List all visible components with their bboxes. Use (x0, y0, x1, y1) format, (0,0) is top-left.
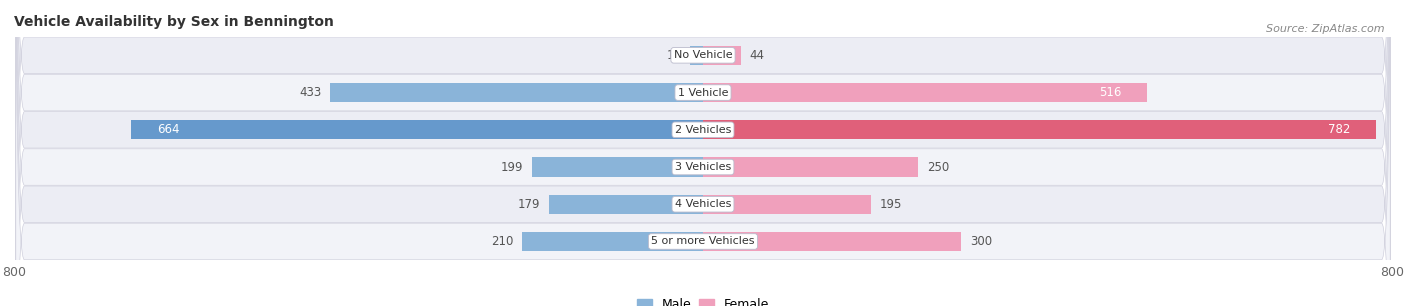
Text: 3 Vehicles: 3 Vehicles (675, 162, 731, 172)
FancyBboxPatch shape (15, 0, 1391, 306)
Text: 782: 782 (1329, 123, 1351, 136)
Text: 15: 15 (666, 49, 682, 62)
Text: 250: 250 (927, 161, 949, 174)
FancyBboxPatch shape (15, 0, 1391, 306)
Text: 210: 210 (491, 235, 513, 248)
Bar (522, 232, 703, 251)
Text: 2 Vehicles: 2 Vehicles (675, 125, 731, 135)
Text: 195: 195 (880, 198, 901, 211)
FancyBboxPatch shape (15, 0, 1391, 306)
Text: 179: 179 (517, 198, 540, 211)
Bar (131, 120, 703, 140)
Bar (330, 83, 703, 102)
FancyBboxPatch shape (15, 0, 1391, 306)
Bar (703, 46, 741, 65)
Text: 664: 664 (157, 123, 180, 136)
FancyBboxPatch shape (15, 0, 1391, 306)
Bar (703, 232, 962, 251)
Legend: Male, Female: Male, Female (631, 293, 775, 306)
Text: 300: 300 (970, 235, 993, 248)
Bar (703, 195, 870, 214)
FancyBboxPatch shape (15, 0, 1391, 306)
Text: No Vehicle: No Vehicle (673, 50, 733, 60)
Text: 433: 433 (299, 86, 322, 99)
Text: 5 or more Vehicles: 5 or more Vehicles (651, 237, 755, 247)
Bar (531, 157, 703, 177)
Text: 44: 44 (749, 49, 765, 62)
Bar (548, 195, 703, 214)
Bar (703, 83, 1147, 102)
Text: Source: ZipAtlas.com: Source: ZipAtlas.com (1267, 24, 1385, 35)
Bar (690, 46, 703, 65)
Text: Vehicle Availability by Sex in Bennington: Vehicle Availability by Sex in Benningto… (14, 15, 335, 28)
Text: 199: 199 (501, 161, 523, 174)
Text: 4 Vehicles: 4 Vehicles (675, 199, 731, 209)
Bar (703, 157, 918, 177)
Bar (703, 120, 1376, 140)
Text: 516: 516 (1099, 86, 1122, 99)
Text: 1 Vehicle: 1 Vehicle (678, 88, 728, 98)
